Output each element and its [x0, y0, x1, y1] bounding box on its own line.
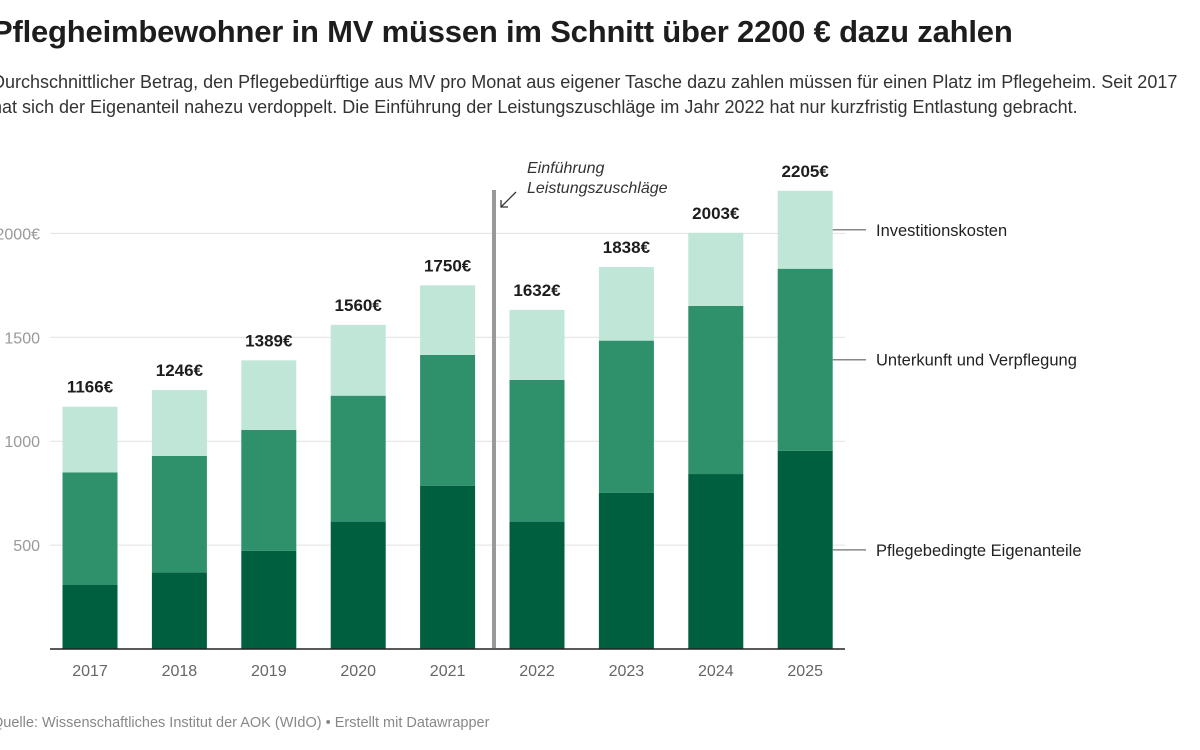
x-tick-label: 2025: [787, 663, 823, 680]
bar-segment: [688, 232, 744, 306]
bar-segment: [688, 474, 744, 649]
y-tick-label: 2000€: [0, 226, 40, 243]
chart-title: Pflegheimbewohner in MV müssen im Schnit…: [0, 14, 1013, 49]
x-tick-label: 2018: [162, 663, 198, 680]
bar-segment: [420, 354, 476, 486]
bar-segment: [62, 406, 118, 473]
legend-label: Investitionskosten: [876, 222, 1007, 240]
source-note: Quelle: Wissenschaftliches Institut der …: [0, 715, 490, 731]
bar-segment: [241, 429, 297, 551]
legend-label: Unterkunft und Verpflegung: [876, 352, 1077, 370]
bar-segment: [420, 285, 476, 355]
bar-segment: [598, 267, 654, 341]
bar-segment: [777, 190, 833, 269]
bar-segment: [509, 379, 565, 522]
bar-segment: [151, 572, 207, 649]
bar-segment: [62, 472, 118, 585]
x-tick-label: 2019: [251, 663, 287, 680]
bar-segment: [777, 450, 833, 649]
bar-segment: [330, 521, 386, 649]
bar-segment: [777, 268, 833, 451]
x-tick-label: 2024: [698, 663, 734, 680]
bar-segment: [509, 521, 565, 649]
bar-segment: [151, 390, 207, 456]
arrow-icon: [500, 191, 517, 208]
y-tick-label: 1500: [4, 330, 40, 347]
annotation-text: Einführung: [527, 160, 604, 177]
bar-segment: [241, 360, 297, 430]
bar-segment: [598, 340, 654, 493]
y-tick-label: 500: [13, 538, 40, 555]
x-tick-label: 2017: [72, 663, 108, 680]
total-label: 1632€: [513, 281, 561, 300]
total-label: 1246€: [156, 361, 204, 380]
bar-segment: [151, 455, 207, 573]
x-tick-label: 2023: [609, 663, 645, 680]
y-tick-label: 1000: [4, 434, 40, 451]
legend-label: Pflegebedingte Eigenanteile: [876, 542, 1082, 560]
total-label: 1166€: [67, 378, 114, 397]
bar-segment: [330, 324, 386, 396]
annotation-text: Leistungszuschläge: [527, 180, 668, 197]
bar-segment: [62, 584, 118, 649]
bar-segment: [688, 305, 744, 475]
total-label: 1838€: [603, 238, 651, 257]
total-label: 1750€: [424, 256, 472, 275]
bar-segment: [598, 492, 654, 649]
x-tick-label: 2020: [340, 663, 376, 680]
x-tick-label: 2022: [519, 663, 555, 680]
total-label: 1560€: [335, 296, 383, 315]
bar-segment: [420, 485, 476, 649]
bar-segment: [509, 309, 565, 380]
total-label: 2205€: [782, 162, 830, 181]
bar-segment: [241, 550, 297, 649]
total-label: 2003€: [692, 204, 740, 223]
x-tick-label: 2021: [430, 663, 466, 680]
chart-subtitle: Durchschnittlicher Betrag, den Pflegebed…: [0, 72, 1178, 117]
bar-segment: [330, 395, 386, 522]
total-label: 1389€: [245, 331, 293, 350]
